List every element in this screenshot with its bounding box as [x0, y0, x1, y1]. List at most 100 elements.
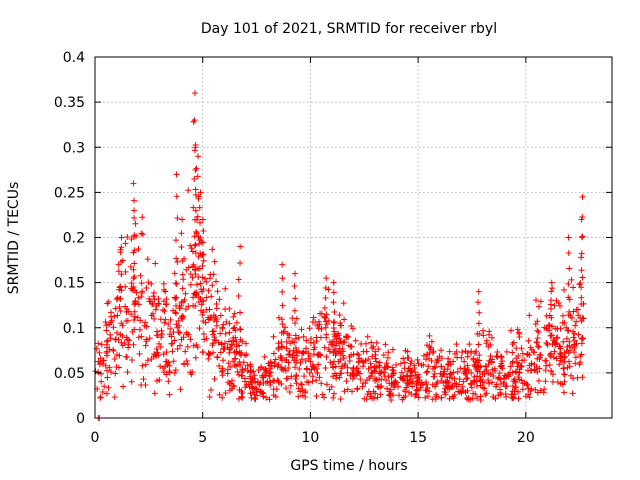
data-point — [464, 375, 471, 382]
data-point — [151, 296, 158, 303]
data-point — [114, 329, 121, 336]
data-point — [438, 347, 445, 354]
data-point — [131, 260, 138, 267]
data-point — [161, 369, 168, 376]
data-point — [214, 354, 221, 361]
data-point — [191, 242, 198, 249]
data-point — [471, 378, 478, 385]
data-point — [468, 381, 475, 388]
data-point — [293, 372, 300, 379]
data-point — [375, 362, 382, 369]
data-point — [247, 378, 254, 385]
data-point — [231, 362, 238, 369]
data-point — [166, 391, 173, 398]
data-point — [372, 348, 379, 355]
data-point — [263, 394, 270, 401]
data-point — [138, 280, 145, 287]
data-point — [535, 343, 542, 350]
data-point — [444, 365, 451, 372]
data-point — [565, 249, 572, 256]
data-point — [341, 338, 348, 345]
data-point — [332, 363, 339, 370]
data-point — [137, 317, 144, 324]
data-point — [368, 339, 375, 346]
data-point — [389, 364, 396, 371]
data-point — [226, 320, 233, 327]
axes: 0 5 10 15 20 0 0.05 0.1 0.15 0.2 0.25 0.3 0.35 0.4 — [54, 50, 613, 446]
data-point — [287, 340, 294, 347]
data-point — [267, 358, 274, 365]
data-point — [295, 393, 302, 400]
data-point — [554, 334, 561, 341]
data-point — [284, 330, 291, 337]
data-point — [536, 356, 543, 363]
data-point — [494, 375, 501, 382]
data-point — [182, 290, 189, 297]
data-point — [203, 278, 210, 285]
data-point — [378, 368, 385, 375]
data-point — [473, 366, 480, 373]
data-point — [578, 250, 585, 257]
data-point — [560, 389, 567, 396]
data-point — [349, 369, 356, 376]
data-point — [116, 303, 123, 310]
data-point — [170, 329, 177, 336]
data-point — [526, 312, 533, 319]
data-point — [383, 385, 390, 392]
data-point — [279, 275, 286, 282]
data-point — [172, 280, 179, 287]
data-point — [393, 361, 400, 368]
data-point — [340, 300, 347, 307]
data-point — [180, 313, 187, 320]
data-point — [220, 345, 227, 352]
data-point — [274, 377, 281, 384]
data-point — [115, 364, 122, 371]
data-point — [313, 377, 320, 384]
data-point — [135, 334, 142, 341]
data-point — [534, 343, 541, 350]
data-point — [236, 386, 243, 393]
data-point — [154, 332, 161, 339]
data-point — [223, 318, 230, 325]
data-point — [118, 271, 125, 278]
data-point — [372, 368, 379, 375]
data-point — [179, 271, 186, 278]
data-point — [199, 288, 206, 295]
data-point — [292, 320, 299, 327]
data-point — [107, 331, 114, 338]
data-point — [398, 369, 405, 376]
data-point — [548, 297, 555, 304]
data-point — [289, 315, 296, 322]
data-point — [424, 368, 431, 375]
data-point — [323, 275, 330, 282]
data-point — [465, 366, 472, 373]
data-point — [191, 233, 198, 240]
data-point — [363, 348, 370, 355]
data-point — [131, 316, 138, 323]
y-tick-label: 0.1 — [63, 321, 85, 337]
data-point — [184, 343, 191, 350]
data-point — [142, 342, 149, 349]
data-point — [339, 339, 346, 346]
data-point — [487, 341, 494, 348]
data-point — [502, 383, 509, 390]
data-point — [578, 254, 585, 261]
data-point — [115, 336, 122, 343]
data-point — [447, 361, 454, 368]
data-point — [298, 381, 305, 388]
data-point — [370, 343, 377, 350]
data-point — [226, 349, 233, 356]
data-point — [337, 356, 344, 363]
data-point — [227, 380, 234, 387]
data-point — [330, 299, 337, 306]
data-point — [549, 285, 556, 292]
y-tick-label: 0.35 — [54, 95, 85, 111]
data-point — [486, 357, 493, 364]
data-point — [194, 213, 201, 220]
data-point — [115, 268, 122, 275]
data-point — [278, 381, 285, 388]
data-point — [306, 370, 313, 377]
data-point — [511, 388, 518, 395]
data-point — [199, 297, 206, 304]
data-point — [179, 313, 186, 320]
